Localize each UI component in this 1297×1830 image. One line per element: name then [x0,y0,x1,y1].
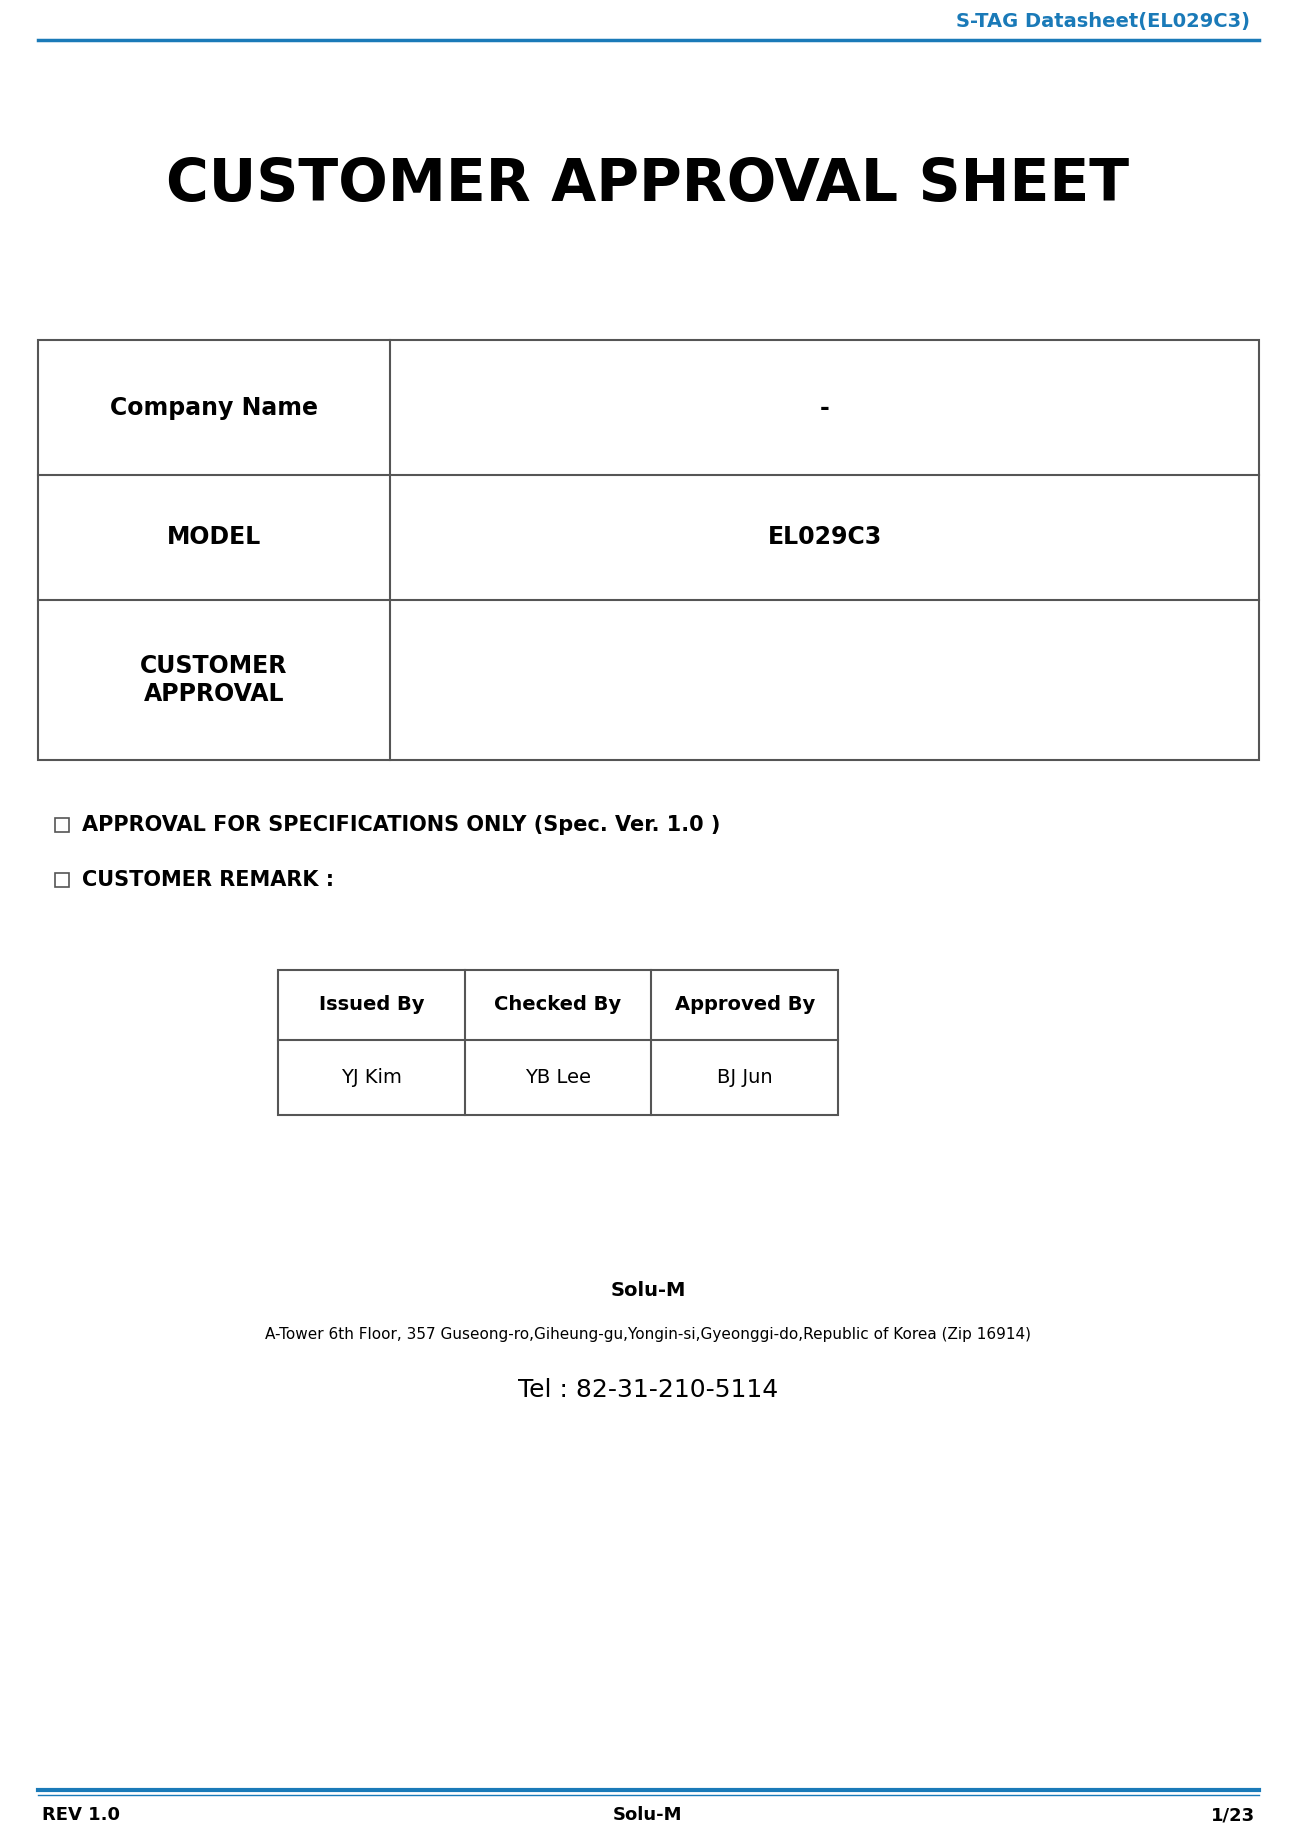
Bar [54,873,69,888]
Text: Approved By: Approved By [674,996,815,1014]
Text: Solu-M: Solu-M [613,1806,682,1825]
Text: APPROVAL FOR SPECIFICATIONS ONLY (Spec. Ver. 1.0 ): APPROVAL FOR SPECIFICATIONS ONLY (Spec. … [82,814,720,834]
Text: Checked By: Checked By [494,996,621,1014]
Text: CUSTOMER REMARK :: CUSTOMER REMARK : [82,869,335,889]
Text: S-TAG Datasheet(EL029C3): S-TAG Datasheet(EL029C3) [956,13,1250,31]
Text: Tel : 82-31-210-5114: Tel : 82-31-210-5114 [518,1378,778,1402]
Text: CUSTOMER APPROVAL SHEET: CUSTOMER APPROVAL SHEET [166,157,1130,214]
Text: -: - [820,395,829,419]
Text: Company Name: Company Name [110,395,318,419]
Text: BJ Jun: BJ Jun [717,1069,773,1087]
Text: YJ Kim: YJ Kim [341,1069,402,1087]
Text: EL029C3: EL029C3 [768,525,882,549]
Bar [38,340,1259,759]
Text: CUSTOMER
APPROVAL: CUSTOMER APPROVAL [140,653,288,706]
Bar [54,818,69,833]
Text: Issued By: Issued By [319,996,424,1014]
Bar [278,970,838,1114]
Text: Solu-M: Solu-M [611,1281,686,1299]
Text: YB Lee: YB Lee [525,1069,591,1087]
Text: 1/23: 1/23 [1211,1806,1255,1825]
Text: REV 1.0: REV 1.0 [42,1806,121,1825]
Text: MODEL: MODEL [167,525,261,549]
Text: A-Tower 6th Floor, 357 Guseong-ro,Giheung-gu,Yongin-si,Gyeonggi-do,Republic of K: A-Tower 6th Floor, 357 Guseong-ro,Giheun… [265,1327,1031,1343]
